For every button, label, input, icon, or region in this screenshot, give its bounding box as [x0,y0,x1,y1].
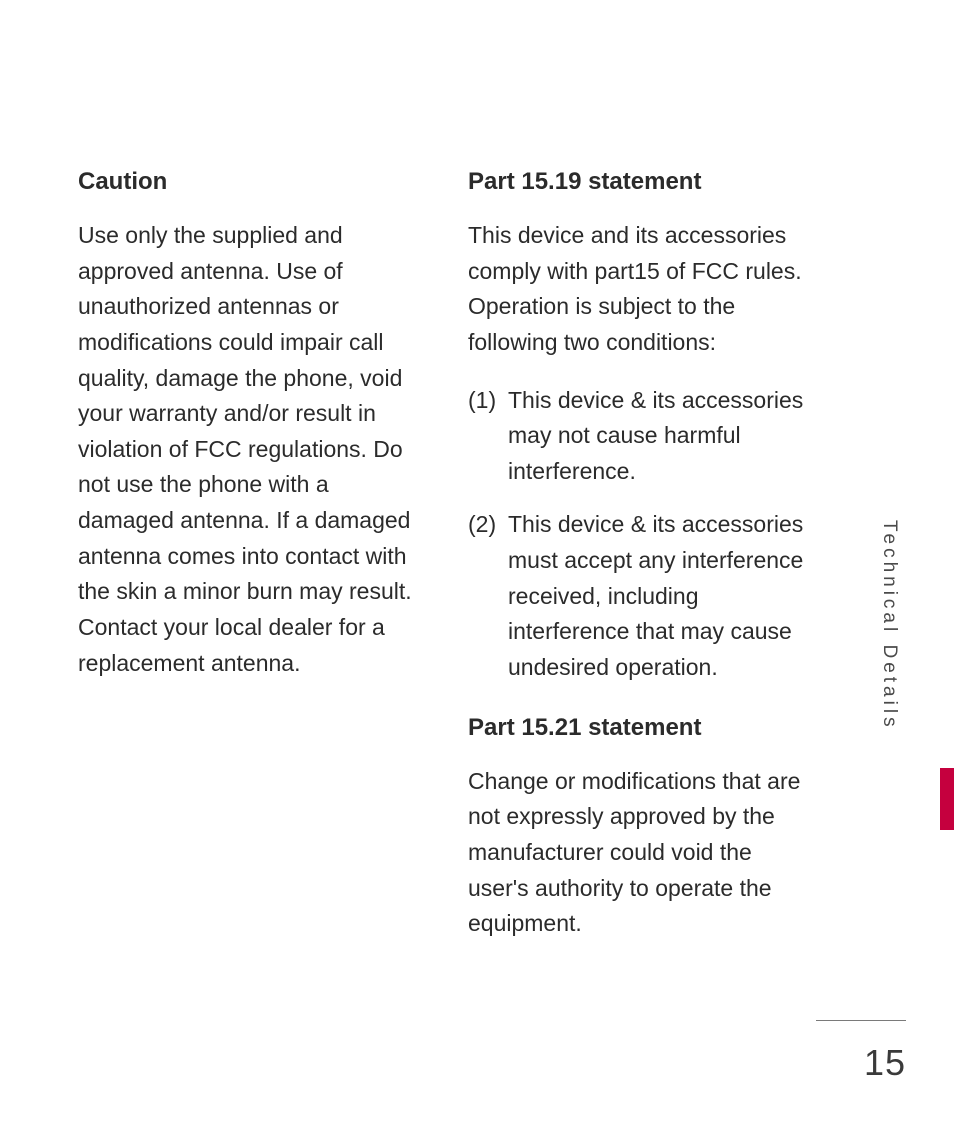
side-tab-accent [940,768,954,830]
list-item: (2) This device & its accessories must a… [468,507,818,685]
side-tab-label: Technical Details [874,520,904,800]
document-page: Caution Use only the supplied and approv… [0,0,954,1145]
left-column: Caution Use only the supplied and approv… [78,168,428,964]
part-15-21-body: Change or modifications that are not exp… [468,764,818,942]
list-item-number: (2) [468,507,508,685]
list-item-text: This device & its accessories must accep… [508,507,818,685]
caution-body: Use only the supplied and approved anten… [78,218,428,681]
caution-heading: Caution [78,168,428,196]
part-15-19-heading: Part 15.19 statement [468,168,818,196]
list-item-number: (1) [468,383,508,490]
two-column-layout: Caution Use only the supplied and approv… [78,168,818,964]
part-15-21-heading: Part 15.21 statement [468,714,818,742]
right-column: Part 15.19 statement This device and its… [468,168,818,964]
page-number: 15 [864,1042,906,1084]
page-number-rule [816,1020,906,1021]
part-15-19-body: This device and its accessories comply w… [468,218,818,361]
side-tab-text: Technical Details [878,520,900,731]
list-item-text: This device & its accessories may not ca… [508,383,818,490]
list-item: (1) This device & its accessories may no… [468,383,818,490]
